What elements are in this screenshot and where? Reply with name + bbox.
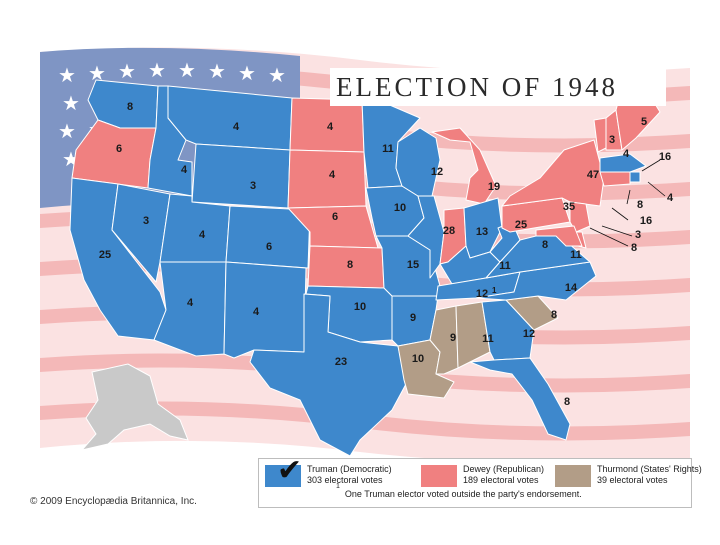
ev-label-ca: 25 [99, 249, 111, 261]
svg-text:★: ★ [58, 63, 76, 87]
copyright-text: © 2009 Encyclopædia Britannica, Inc. [30, 496, 197, 507]
state-al [455, 301, 491, 369]
state-fl [469, 357, 571, 441]
ev-label-il: 28 [443, 225, 455, 237]
thurmond-votes: 39 electoral votes [597, 475, 668, 485]
svg-text:★: ★ [58, 119, 76, 143]
leader-lines [589, 159, 666, 247]
ev-label-ia: 10 [394, 202, 406, 214]
ev-label-mt: 4 [233, 121, 240, 133]
ev-label-nm: 4 [253, 306, 260, 318]
ev-label-ga: 12 [523, 328, 535, 340]
state-nm [223, 261, 307, 359]
ev-label-wy: 3 [250, 180, 256, 192]
state-va [485, 235, 591, 279]
state-nj [569, 201, 591, 233]
ev-label-vt: 3 [609, 134, 615, 146]
state-ri [629, 171, 641, 183]
ev-label-ms: 9 [450, 332, 456, 344]
ev-label-co: 6 [266, 241, 272, 253]
ev-label-id: 4 [181, 164, 188, 176]
ev-label-mo: 15 [407, 259, 419, 271]
thurmond-swatch [555, 465, 591, 487]
ev-label-nd: 4 [327, 121, 334, 133]
ev-label-ny: 47 [587, 169, 599, 181]
map-title: ELECTION OF 1948 [330, 68, 666, 106]
ev-label-fl: 8 [564, 396, 570, 408]
ev-label-pa: 35 [563, 201, 575, 213]
ev-label-al: 11 [482, 333, 494, 345]
truman-name: Truman (Democratic) [307, 464, 392, 474]
state-ny [501, 139, 605, 207]
svg-text:★: ★ [238, 61, 256, 85]
footnote-marker: 1 [336, 483, 340, 490]
ev-label-nj: 16 [640, 215, 652, 227]
ev-label-ct: 8 [637, 199, 643, 211]
ev-label-wv: 8 [542, 239, 548, 251]
winner-check-icon: ✔ [277, 454, 303, 487]
state-md [535, 225, 583, 247]
state-sd [287, 149, 367, 209]
legend: ✔ Truman (Democratic) 303 electoral vote… [258, 454, 702, 508]
alaska-shape [80, 363, 189, 451]
labels-layer: 8625434346444468102311101591012281913251… [99, 101, 674, 408]
dewey-votes: 189 electoral votes [463, 475, 539, 485]
ev-label-la: 10 [412, 353, 424, 365]
state-wy [191, 143, 291, 209]
dewey-name: Dewey (Republican) [463, 464, 545, 474]
states-layer [69, 79, 661, 457]
footnote-text: One Truman elector voted outside the par… [344, 489, 582, 499]
truman-swatch [265, 465, 301, 487]
ev-label-wi: 12 [431, 166, 443, 178]
svg-text:★: ★ [208, 59, 226, 83]
state-tx [249, 293, 407, 457]
state-co [225, 205, 311, 269]
svg-text:★: ★ [118, 59, 136, 83]
thurmond-name: Thurmond (States' Rights) [597, 464, 702, 474]
ev-label-az: 4 [187, 297, 194, 309]
svg-text:★: ★ [88, 61, 106, 85]
ev-label-nv: 3 [143, 215, 149, 227]
truman-votes: 303 electoral votes [307, 475, 383, 485]
ev-label-mi: 19 [488, 181, 500, 193]
svg-text:★: ★ [148, 58, 166, 82]
ev-label-me: 5 [641, 116, 647, 128]
dewey-swatch [421, 465, 457, 487]
ev-label-in: 13 [476, 226, 488, 238]
legend-footnote: 1 One Truman elector voted outside the pa… [336, 483, 582, 499]
state-ct [599, 171, 631, 187]
ev-label-or: 6 [116, 143, 122, 155]
state-ma [599, 153, 647, 173]
state-il [407, 195, 445, 279]
ev-label-ma: 16 [659, 151, 671, 163]
ev-label-tn: 12 [476, 288, 488, 300]
ev-label-tx: 23 [335, 356, 347, 368]
ev-label-ri: 4 [667, 192, 674, 204]
ev-label-ne: 6 [332, 211, 338, 223]
ev-label-wa: 8 [127, 101, 133, 113]
ev-label-nc: 14 [565, 282, 578, 294]
ev-label-de: 3 [635, 229, 641, 241]
ev-label-ar: 9 [410, 312, 416, 324]
ev-label-mn: 11 [382, 143, 394, 155]
ev-label-oh: 25 [515, 219, 527, 231]
tennessee-footnote-marker: 1 [492, 286, 497, 295]
ev-label-sd: 4 [329, 169, 336, 181]
ev-label-ut: 4 [199, 229, 206, 241]
ev-label-nh: 4 [623, 148, 630, 160]
svg-text:★: ★ [268, 63, 286, 87]
ev-label-va: 11 [570, 249, 582, 261]
ev-label-ks: 8 [347, 259, 353, 271]
svg-text:★: ★ [62, 91, 80, 115]
ev-label-md: 8 [631, 242, 637, 254]
ev-label-ky: 11 [499, 260, 511, 272]
state-nv [111, 183, 171, 283]
ev-label-sc: 8 [551, 309, 557, 321]
svg-text:★: ★ [178, 58, 196, 82]
ev-label-ok: 10 [354, 301, 366, 313]
